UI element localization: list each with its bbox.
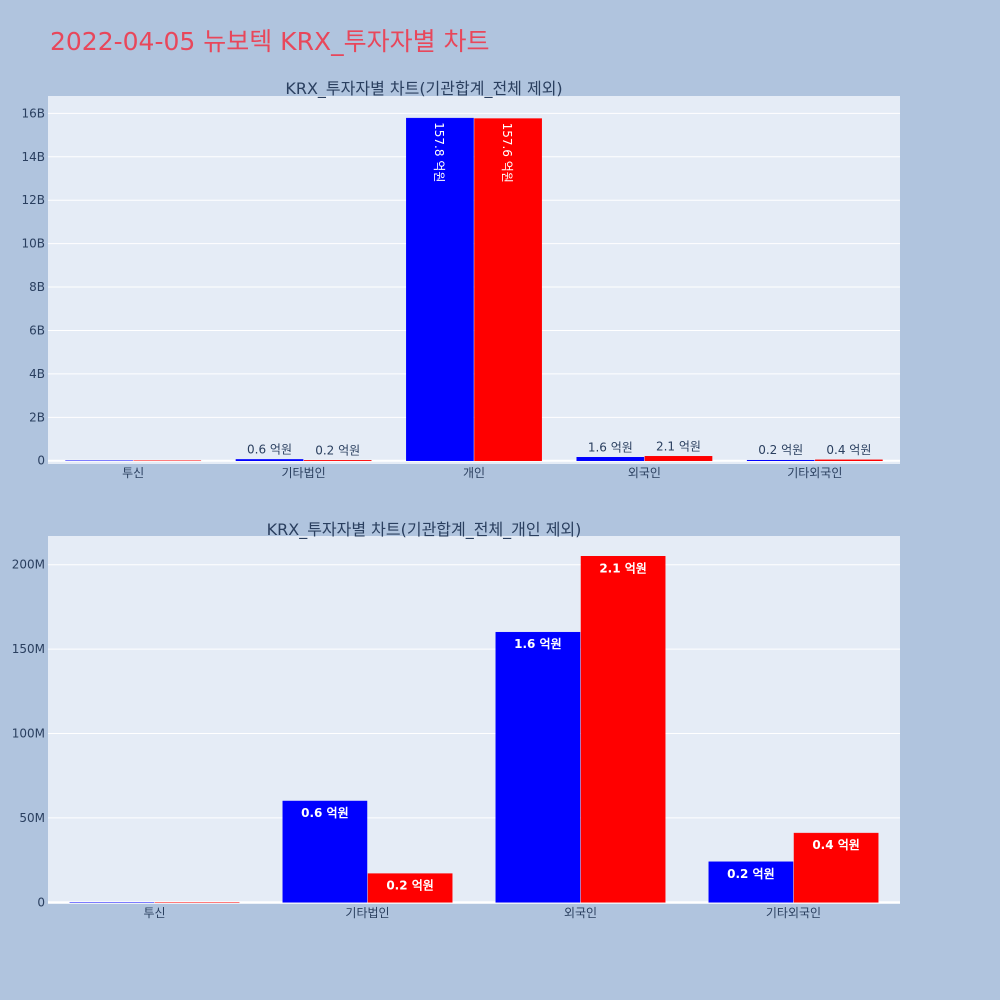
data-label: 0.6 억원 xyxy=(301,806,349,820)
bar xyxy=(235,459,304,461)
x-tick-label: 기타법인 xyxy=(282,466,326,480)
chart-title: KRX_투자자별 차트(기관합계_전체_개인 제외) xyxy=(267,520,582,540)
x-tick-label: 투신 xyxy=(143,906,165,920)
bar xyxy=(746,459,815,461)
y-tick-label: 0 xyxy=(37,454,45,468)
bar xyxy=(474,118,542,461)
data-label: 157.8 억원 xyxy=(432,122,446,182)
bar xyxy=(367,873,453,903)
bar xyxy=(495,631,581,903)
y-tick-label: 0 xyxy=(37,895,45,909)
y-tick-label: 50M xyxy=(19,811,45,825)
data-label: 2.1 억원 xyxy=(656,439,701,453)
x-tick-label: 외국인 xyxy=(564,906,597,920)
investor-chart-2: 0 50M 100M 150M 200M KRX_투자자별 차트(기관합계_전체_개인 제… xyxy=(12,520,900,920)
x-tick-label: 기타법인 xyxy=(345,906,389,920)
x-tick-label: 개인 xyxy=(463,466,485,480)
y-tick-label: 6B xyxy=(29,323,45,337)
plot-area xyxy=(48,96,900,464)
y-tick-label: 10B xyxy=(21,237,45,251)
y-tick-label: 100M xyxy=(12,727,45,741)
bar xyxy=(815,459,883,461)
data-label: 1.6 억원 xyxy=(514,637,562,651)
data-label: 0.6 억원 xyxy=(247,442,292,456)
y-tick-label: 14B xyxy=(21,150,45,164)
plot-area xyxy=(48,536,900,904)
x-tick-label: 기타외국인 xyxy=(787,466,842,480)
chart-title: KRX_투자자별 차트(기관합계_전체 제외) xyxy=(285,79,562,99)
data-label: 0.2 억원 xyxy=(315,443,360,457)
y-tick-label: 200M xyxy=(12,558,45,572)
bar xyxy=(708,861,794,903)
data-label: 2.1 억원 xyxy=(599,561,647,575)
y-tick-label: 4B xyxy=(29,367,45,381)
bar xyxy=(793,832,879,903)
x-tick-label: 기타외국인 xyxy=(766,906,821,920)
y-tick-label: 2B xyxy=(29,410,45,424)
x-tick-label: 투신 xyxy=(122,466,144,480)
bar xyxy=(282,800,368,903)
bar xyxy=(576,457,645,461)
data-label: 0.4 억원 xyxy=(812,838,860,852)
data-label: 0.2 억원 xyxy=(386,879,434,893)
x-tick-label: 외국인 xyxy=(628,466,661,480)
data-label: 0.4 억원 xyxy=(826,443,871,457)
data-label: 1.6 억원 xyxy=(588,440,633,454)
y-tick-label: 16B xyxy=(21,106,45,120)
y-tick-label: 12B xyxy=(21,193,45,207)
bar xyxy=(406,117,474,461)
data-label: 0.2 억원 xyxy=(727,867,775,881)
y-tick-label: 150M xyxy=(12,642,45,656)
data-label: 157.6 억원 xyxy=(500,123,514,183)
bar xyxy=(580,556,666,903)
data-label: 0.2 억원 xyxy=(758,443,803,457)
investor-chart-1: 0 2B 4B 6B 8B 10B 12B 14B 16B KRX_투자자별 차트(기관합계_전체… xyxy=(21,79,900,480)
y-tick-label: 8B xyxy=(29,280,45,294)
page-title: 2022-04-05 뉴보텍 KRX_투자자별 차트 xyxy=(50,27,490,56)
bar xyxy=(644,456,713,461)
